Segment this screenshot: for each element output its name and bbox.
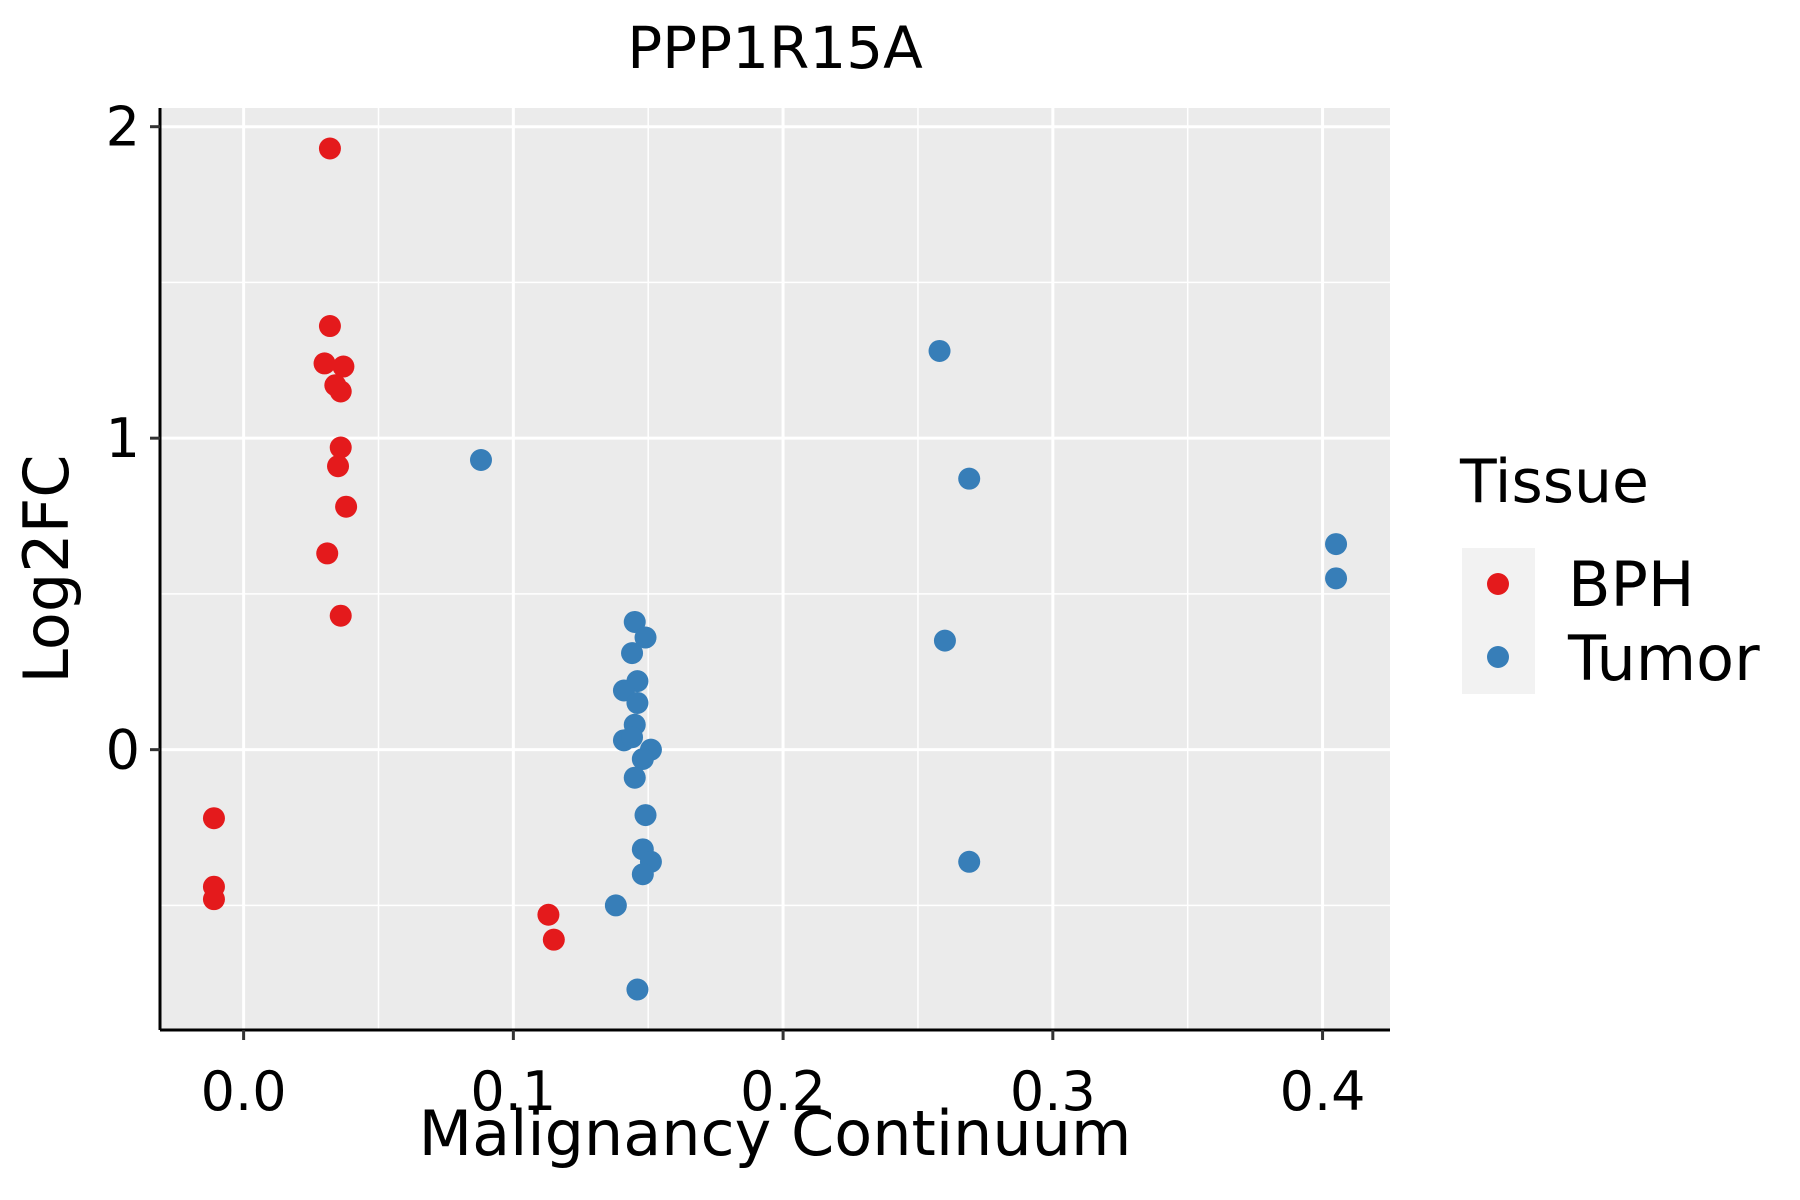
data-point-bph: [313, 352, 336, 375]
y-axis-title: Log2FC: [10, 454, 83, 683]
data-point-bph: [318, 137, 341, 160]
data-point-bph: [318, 315, 341, 338]
data-point-tumor: [928, 339, 951, 362]
legend-label-bph: BPH: [1568, 548, 1695, 621]
data-point-tumor: [958, 850, 981, 873]
data-point-bph: [327, 455, 350, 478]
data-points: [202, 137, 1348, 1001]
data-point-tumor: [634, 626, 657, 649]
chart-title: PPP1R15A: [627, 14, 923, 82]
y-tick-label: 2: [106, 96, 140, 159]
data-point-tumor: [634, 804, 657, 827]
legend-label-tumor: Tumor: [1567, 622, 1760, 695]
data-point-tumor: [1325, 533, 1348, 556]
x-tick-label: 0.3: [1010, 1060, 1096, 1123]
data-point-tumor: [631, 748, 654, 771]
data-point-bph: [329, 604, 352, 627]
x-axis-title: Malignancy Continuum: [419, 1097, 1132, 1170]
data-point-tumor: [623, 766, 646, 789]
data-point-bph: [329, 436, 352, 459]
legend: Tissue BPH Tumor: [1459, 447, 1760, 695]
grid-minor: [160, 108, 1390, 1030]
plot-panel: [160, 108, 1390, 1030]
data-point-tumor: [626, 691, 649, 714]
data-point-bph: [316, 542, 339, 565]
x-tick-label: 0.2: [740, 1060, 826, 1123]
x-tick-label: 0.1: [470, 1060, 556, 1123]
y-tick-label: 1: [106, 407, 140, 470]
data-point-tumor: [631, 863, 654, 886]
legend-marker-tumor: [1487, 646, 1509, 668]
data-point-bph: [537, 903, 560, 926]
data-point-tumor: [626, 978, 649, 1001]
data-point-bph: [329, 380, 352, 403]
data-point-tumor: [604, 894, 627, 917]
data-point-bph: [335, 495, 358, 518]
data-point-tumor: [623, 610, 646, 633]
data-point-tumor: [958, 467, 981, 490]
data-point-tumor: [933, 629, 956, 652]
data-point-tumor: [469, 448, 492, 471]
legend-marker-bph: [1487, 573, 1509, 595]
grid-major: [160, 108, 1390, 1030]
data-point-tumor: [621, 642, 644, 665]
data-point-bph: [542, 928, 565, 951]
x-tick-label: 0.0: [201, 1060, 287, 1123]
data-point-bph: [202, 807, 225, 830]
x-tick-label: 0.4: [1280, 1060, 1366, 1123]
data-point-tumor: [621, 726, 644, 749]
legend-title: Tissue: [1459, 447, 1649, 517]
x-axis-ticks: 0.0 0.1 0.2 0.3 0.4: [201, 1030, 1366, 1123]
y-tick-label: 0: [106, 719, 140, 782]
data-point-bph: [202, 888, 225, 911]
y-axis-ticks: 0 1 2: [106, 96, 160, 782]
data-point-tumor: [1325, 567, 1348, 590]
data-point-bph: [332, 355, 355, 378]
